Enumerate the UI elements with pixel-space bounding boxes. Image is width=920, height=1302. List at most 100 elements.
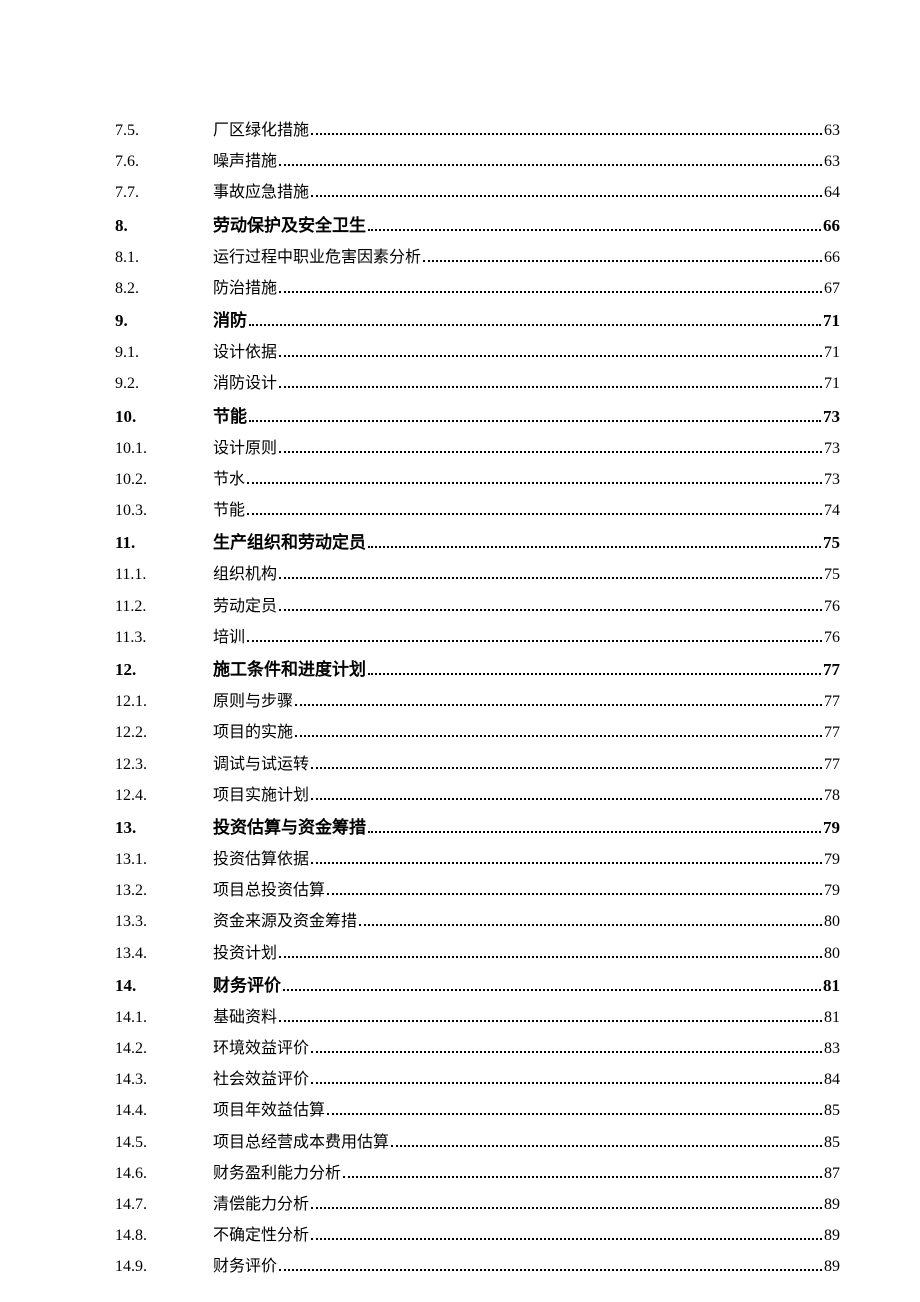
toc-number: 9.1. (115, 337, 213, 368)
toc-leader-dots (311, 133, 822, 135)
toc-entry: 10.3.节能74 (115, 495, 840, 526)
toc-entry: 9.2.消防设计71 (115, 368, 840, 399)
toc-title: 组织机构 (213, 559, 277, 590)
toc-number: 14.3. (115, 1064, 213, 1095)
toc-entry: 11.1.组织机构75 (115, 559, 840, 590)
toc-number: 7.6. (115, 146, 213, 177)
toc-title: 社会效益评价 (213, 1064, 309, 1095)
toc-leader-dots (279, 1269, 822, 1271)
toc-page-number: 85 (824, 1127, 840, 1158)
toc-number: 13.1. (115, 844, 213, 875)
toc-leader-dots (295, 735, 822, 737)
toc-entry: 10.1.设计原则73 (115, 433, 840, 464)
toc-entry: 14.财务评价81 (115, 969, 840, 1002)
toc-leader-dots (279, 291, 822, 293)
toc-title: 设计原则 (213, 433, 277, 464)
toc-page-number: 75 (823, 526, 840, 559)
toc-leader-dots (311, 1082, 822, 1084)
toc-number: 12.3. (115, 749, 213, 780)
toc-number: 14.9. (115, 1251, 213, 1282)
toc-page-number: 66 (823, 209, 840, 242)
toc-leader-dots (279, 577, 822, 579)
toc-number: 12.4. (115, 780, 213, 811)
toc-title: 项目总投资估算 (213, 875, 325, 906)
toc-number: 8.1. (115, 242, 213, 273)
toc-entry: 7.5.厂区绿化措施63 (115, 115, 840, 146)
toc-title: 生产组织和劳动定员 (213, 526, 366, 559)
toc-number: 13.2. (115, 875, 213, 906)
toc-number: 11. (115, 526, 213, 559)
toc-number: 14.4. (115, 1095, 213, 1126)
toc-number: 13.4. (115, 938, 213, 969)
toc-leader-dots (359, 924, 822, 926)
toc-page-number: 81 (824, 1002, 840, 1033)
toc-number: 10. (115, 400, 213, 433)
toc-title: 噪声措施 (213, 146, 277, 177)
toc-number: 14.5. (115, 1127, 213, 1158)
toc-number: 10.3. (115, 495, 213, 526)
toc-title: 消防设计 (213, 368, 277, 399)
toc-title: 投资计划 (213, 938, 277, 969)
toc-page-number: 76 (824, 622, 840, 653)
toc-entry: 13.2.项目总投资估算79 (115, 875, 840, 906)
toc-page-number: 89 (824, 1251, 840, 1282)
toc-title: 项目年效益估算 (213, 1095, 325, 1126)
toc-number: 11.2. (115, 591, 213, 622)
toc-entry: 9.1.设计依据71 (115, 337, 840, 368)
toc-leader-dots (249, 324, 821, 326)
toc-title: 财务评价 (213, 1251, 277, 1282)
toc-page-number: 81 (823, 969, 840, 1002)
toc-entry: 8.2.防治措施67 (115, 273, 840, 304)
toc-page-number: 80 (824, 938, 840, 969)
toc-title: 不确定性分析 (213, 1220, 309, 1251)
toc-entry: 7.6.噪声措施63 (115, 146, 840, 177)
toc-number: 14. (115, 969, 213, 1002)
toc-title: 劳动定员 (213, 591, 277, 622)
toc-title: 厂区绿化措施 (213, 115, 309, 146)
toc-page-number: 73 (824, 464, 840, 495)
toc-title: 财务盈利能力分析 (213, 1158, 341, 1189)
toc-page-number: 66 (824, 242, 840, 273)
toc-entry: 13.投资估算与资金筹措79 (115, 811, 840, 844)
toc-title: 资金来源及资金筹措 (213, 906, 357, 937)
toc-page-number: 75 (824, 559, 840, 590)
toc-title: 施工条件和进度计划 (213, 653, 366, 686)
toc-page-number: 77 (823, 653, 840, 686)
toc-number: 13.3. (115, 906, 213, 937)
toc-page-number: 77 (824, 749, 840, 780)
toc-leader-dots (368, 229, 821, 231)
toc-number: 8. (115, 209, 213, 242)
toc-leader-dots (279, 1020, 822, 1022)
toc-page-number: 71 (824, 368, 840, 399)
toc-page-number: 77 (824, 686, 840, 717)
toc-page-number: 76 (824, 591, 840, 622)
toc-entry: 11.生产组织和劳动定员 75 (115, 526, 840, 559)
toc-number: 14.6. (115, 1158, 213, 1189)
toc-page-number: 71 (824, 337, 840, 368)
table-of-contents: 7.5.厂区绿化措施637.6.噪声措施637.7.事故应急措施648.劳动保护… (115, 115, 840, 1283)
toc-leader-dots (327, 893, 822, 895)
toc-title: 环境效益评价 (213, 1033, 309, 1064)
toc-entry: 13.3.资金来源及资金筹措 80 (115, 906, 840, 937)
toc-leader-dots (311, 798, 822, 800)
toc-entry: 12.3.调试与试运转77 (115, 749, 840, 780)
toc-entry: 14.9.财务评价 89 (115, 1251, 840, 1282)
toc-number: 12.1. (115, 686, 213, 717)
toc-title: 劳动保护及安全卫生 (213, 209, 366, 242)
toc-number: 9. (115, 304, 213, 337)
toc-leader-dots (295, 704, 822, 706)
toc-leader-dots (279, 386, 822, 388)
toc-page-number: 84 (824, 1064, 840, 1095)
toc-page-number: 83 (824, 1033, 840, 1064)
toc-entry: 9.消防71 (115, 304, 840, 337)
toc-number: 14.8. (115, 1220, 213, 1251)
toc-leader-dots (423, 260, 822, 262)
toc-page-number: 80 (824, 906, 840, 937)
toc-leader-dots (249, 420, 821, 422)
toc-entry: 7.7.事故应急措施64 (115, 177, 840, 208)
toc-entry: 14.1.基础资料81 (115, 1002, 840, 1033)
toc-page-number: 67 (824, 273, 840, 304)
toc-entry: 8.劳动保护及安全卫生 66 (115, 209, 840, 242)
toc-title: 项目的实施 (213, 717, 293, 748)
toc-page-number: 79 (824, 844, 840, 875)
